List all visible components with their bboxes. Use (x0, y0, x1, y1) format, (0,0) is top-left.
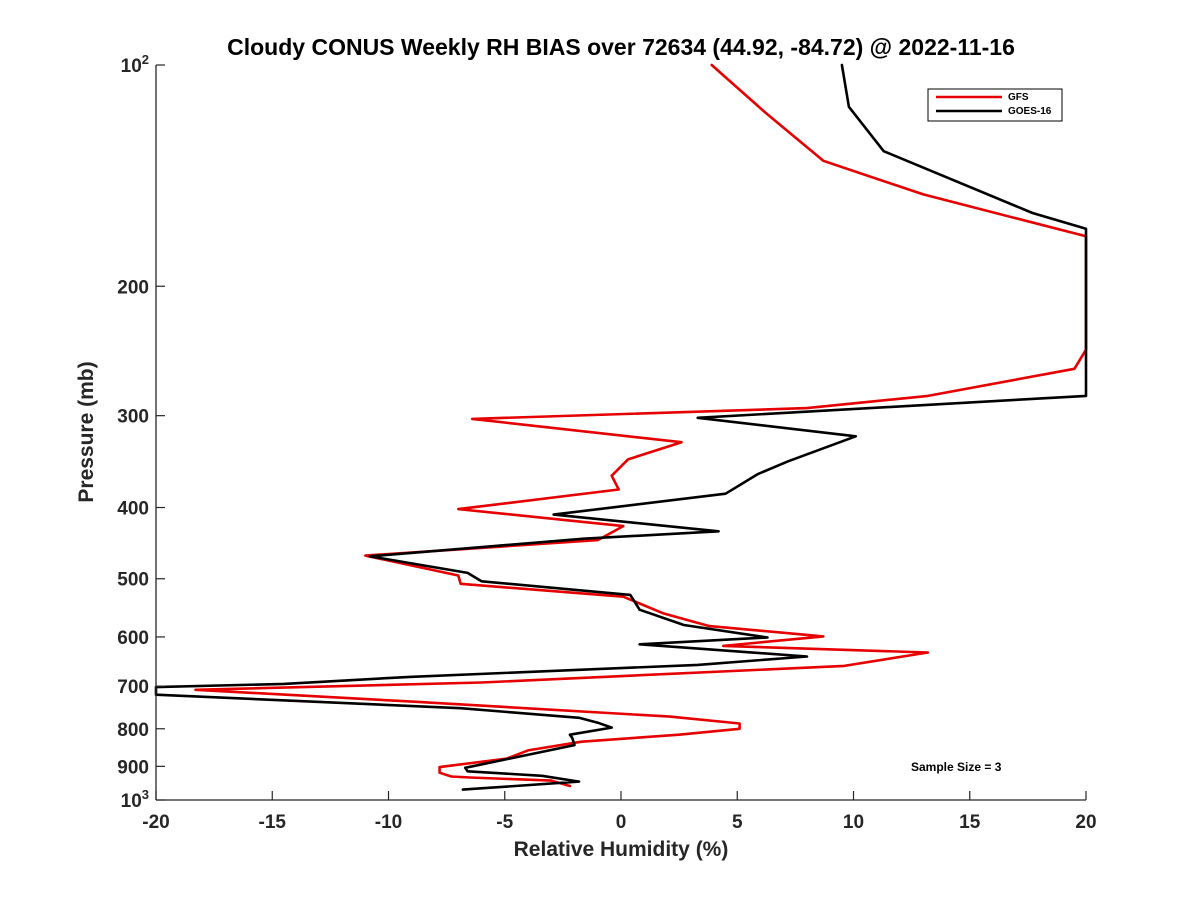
sample-size-annotation: Sample Size = 3 (911, 760, 1002, 774)
y-tick-label: 102 (121, 52, 149, 77)
legend: GFS GOES-16 (927, 88, 1063, 122)
x-tick-label: 10 (843, 812, 864, 833)
series-line-goes16 (154, 63, 1088, 791)
x-tick-label: 20 (1075, 812, 1096, 833)
series-line-gfs (194, 63, 1088, 788)
x-axis-label: Relative Humidity (%) (514, 838, 729, 861)
y-tick-label: 900 (117, 757, 149, 778)
x-tick-label: 15 (959, 812, 981, 833)
x-tick-label: 0 (616, 812, 627, 833)
y-tick-label: 600 (117, 628, 149, 649)
x-tick-label: -15 (259, 812, 287, 833)
legend-box (927, 88, 1063, 122)
y-tick-label: 300 (117, 407, 149, 428)
chart-title: Cloudy CONUS Weekly RH BIAS over 72634 (… (227, 34, 1015, 60)
x-tick-label: -10 (375, 812, 402, 833)
x-tick-label: -20 (142, 812, 169, 833)
y-tick-label: 500 (117, 570, 149, 591)
y-tick-label: 200 (117, 277, 149, 298)
y-tick-label: 700 (117, 677, 149, 698)
axes-layer: -20 -15 -10 -5 0 5 10 15 20 102 200 300 400 500 600 700… (117, 52, 1096, 833)
x-tick-label: -5 (496, 812, 513, 833)
x-tick-label: 5 (732, 812, 743, 833)
y-tick-label: 400 (117, 499, 149, 520)
series-layer (154, 63, 1088, 791)
y-axis-label: Pressure (mb) (75, 361, 98, 502)
legend-label-goes16: GOES-16 (1008, 106, 1052, 117)
legend-label-gfs: GFS (1008, 92, 1029, 103)
y-tick-label: 800 (117, 720, 149, 741)
y-tick-label: 103 (121, 787, 149, 812)
